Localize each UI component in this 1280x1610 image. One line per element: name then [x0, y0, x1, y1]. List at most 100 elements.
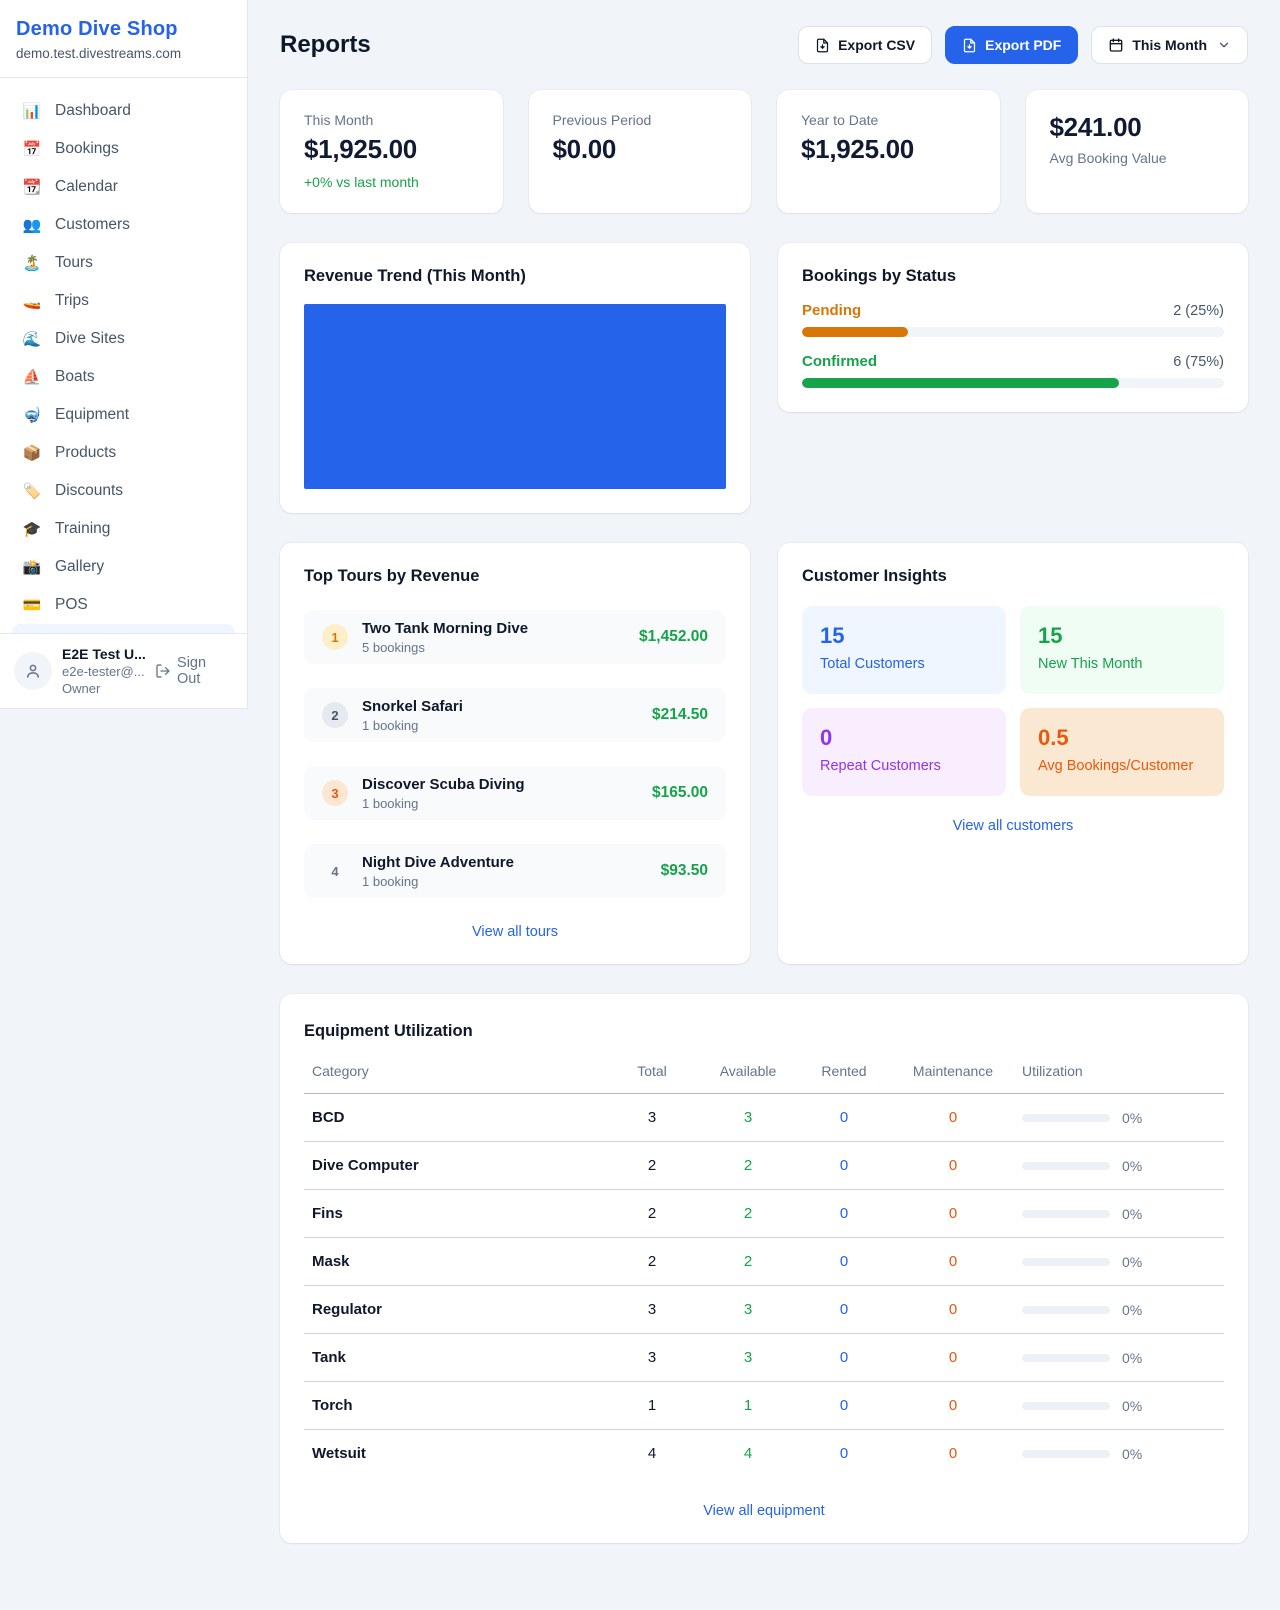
view-all-equipment-link[interactable]: View all equipment — [703, 1503, 825, 1519]
export-pdf-label: Export PDF — [985, 37, 1062, 53]
cell-total: 3 — [604, 1093, 700, 1142]
table-row: Dive Computer 2 2 0 0 0% — [304, 1141, 1224, 1190]
stat-card-avg-booking-value: $241.00 Avg Booking Value — [1025, 90, 1248, 213]
utilization-bar-track — [1022, 1113, 1110, 1122]
rank-badge: 3 — [322, 780, 348, 806]
utilization-percent: 0% — [1122, 1109, 1143, 1126]
sidebar-item-discounts[interactable]: 🏷️ Discounts — [12, 472, 235, 510]
status-row-confirmed: Confirmed 6 (75%) — [802, 353, 1224, 388]
cell-total: 3 — [604, 1285, 700, 1334]
sidebar-item-label: Calendar — [55, 178, 118, 195]
insight-value: 0.5 — [1038, 725, 1069, 750]
bookings-by-status-title: Bookings by Status — [802, 267, 957, 285]
sidebar-item-boats[interactable]: ⛵ Boats — [12, 358, 235, 396]
insight-repeat-customers: 0 Repeat Customers — [802, 708, 1006, 796]
sidebar-item-tours[interactable]: 🏝️ Tours — [12, 244, 235, 282]
view-all-tours-link[interactable]: View all tours — [472, 924, 558, 940]
tour-name: Snorkel Safari — [362, 697, 463, 715]
sidebar-item-reports-partial[interactable] — [12, 624, 235, 633]
pos-icon: 💳 — [22, 597, 42, 614]
equipment-table: Category Total Available Rented Maintena… — [304, 1055, 1224, 1477]
sidebar-item-label: Products — [55, 444, 117, 461]
cell-utilization: 0% — [1014, 1285, 1224, 1334]
sidebar-item-label: POS — [55, 596, 88, 613]
stat-delta: +0% vs last month — [304, 174, 419, 190]
sidebar-item-label: Gallery — [55, 558, 105, 575]
insight-total-customers: 15 Total Customers — [802, 606, 1006, 694]
col-header-total: Total — [604, 1055, 700, 1094]
cell-available: 3 — [700, 1285, 796, 1334]
equipment-utilization-title: Equipment Utilization — [304, 1022, 473, 1040]
cell-utilization: 0% — [1014, 1189, 1224, 1238]
bookings-by-status-card: Bookings by Status Pending 2 (25%) Confi… — [778, 243, 1248, 412]
insights-row: Top Tours by Revenue 1 Two Tank Morning … — [280, 543, 1248, 964]
insight-value: 15 — [820, 623, 845, 648]
cell-maintenance: 0 — [892, 1093, 1014, 1142]
table-row: Wetsuit 4 4 0 0 0% — [304, 1430, 1224, 1478]
utilization-percent: 0% — [1122, 1301, 1143, 1318]
sidebar-item-training[interactable]: 🎓 Training — [12, 510, 235, 548]
sign-out-icon — [156, 664, 170, 678]
sidebar-item-customers[interactable]: 👥 Customers — [12, 206, 235, 244]
view-all-customers-link[interactable]: View all customers — [952, 818, 1074, 834]
rank-badge: 4 — [331, 863, 339, 879]
sidebar-item-label: Dive Sites — [55, 330, 125, 347]
insight-label: New This Month — [1038, 656, 1143, 672]
file-download-icon — [816, 38, 829, 52]
export-csv-button[interactable]: Export CSV — [798, 26, 933, 64]
tour-row: 2 Snorkel Safari 1 booking $214.50 — [304, 688, 726, 742]
user-name: E2E Test U... — [62, 646, 146, 662]
sidebar-item-dive-sites[interactable]: 🌊 Dive Sites — [12, 320, 235, 358]
page-header: Reports Export CSV Export PDF — [280, 26, 1248, 64]
utilization-percent: 0% — [1122, 1157, 1143, 1174]
dive-sites-icon: 🌊 — [22, 331, 42, 348]
sidebar-item-equipment[interactable]: 🤿 Equipment — [12, 396, 235, 434]
utilization-bar-track — [1022, 1449, 1110, 1458]
bookings-icon: 📅 — [22, 141, 42, 158]
sidebar-item-label: Customers — [55, 216, 130, 233]
sidebar-item-gallery[interactable]: 📸 Gallery — [12, 548, 235, 586]
cell-category: Tank — [304, 1333, 604, 1382]
revenue-trend-chart — [304, 304, 726, 489]
period-label: This Month — [1132, 37, 1207, 53]
col-header-available: Available — [700, 1055, 796, 1094]
utilization-percent: 0% — [1122, 1253, 1143, 1270]
table-header-row: Category Total Available Rented Maintena… — [304, 1055, 1224, 1094]
utilization-percent: 0% — [1122, 1349, 1143, 1366]
status-progress-fill — [802, 378, 1119, 388]
status-count: 2 (25%) — [1173, 303, 1224, 319]
sidebar-item-calendar[interactable]: 📆 Calendar — [12, 168, 235, 206]
export-pdf-button[interactable]: Export PDF — [945, 26, 1079, 64]
cell-total: 1 — [604, 1381, 700, 1430]
insight-label: Total Customers — [820, 656, 925, 672]
cell-rented: 0 — [839, 1445, 849, 1462]
equipment-utilization-card: Equipment Utilization Category Total Ava… — [280, 994, 1248, 1543]
sidebar-item-products[interactable]: 📦 Products — [12, 434, 235, 472]
table-row: BCD 3 3 0 0 0% — [304, 1093, 1224, 1142]
page-title: Reports — [280, 31, 371, 58]
sidebar-item-bookings[interactable]: 📅 Bookings — [12, 130, 235, 168]
customers-icon: 👥 — [22, 217, 42, 234]
cell-available: 3 — [700, 1333, 796, 1382]
sidebar-item-dashboard[interactable]: 📊 Dashboard — [12, 92, 235, 130]
sidebar-item-pos[interactable]: 💳 POS — [12, 586, 235, 624]
period-select[interactable]: This Month — [1091, 26, 1248, 64]
equipment-icon: 🤿 — [22, 407, 42, 424]
sidebar-item-trips[interactable]: 🚤 Trips — [12, 282, 235, 320]
revenue-trend-card: Revenue Trend (This Month) — [280, 243, 750, 513]
cell-total: 3 — [604, 1333, 700, 1382]
col-header-utilization: Utilization — [1014, 1055, 1224, 1094]
status-progress-track — [802, 327, 1224, 337]
calendar-icon: 📆 — [22, 179, 42, 196]
cell-utilization: 0% — [1014, 1093, 1224, 1142]
sign-out-button[interactable]: Sign Out — [155, 655, 233, 687]
export-csv-label: Export CSV — [838, 37, 916, 53]
col-header-rented: Rented — [796, 1055, 892, 1094]
customer-insights-title: Customer Insights — [802, 567, 947, 585]
sidebar-item-label: Discounts — [55, 482, 124, 499]
stat-card-this-month: This Month $1,925.00 +0% vs last month — [280, 90, 503, 213]
stat-value: $241.00 — [1049, 112, 1142, 142]
cell-utilization: 0% — [1014, 1333, 1224, 1382]
insight-new-this-month: 15 New This Month — [1020, 606, 1224, 694]
